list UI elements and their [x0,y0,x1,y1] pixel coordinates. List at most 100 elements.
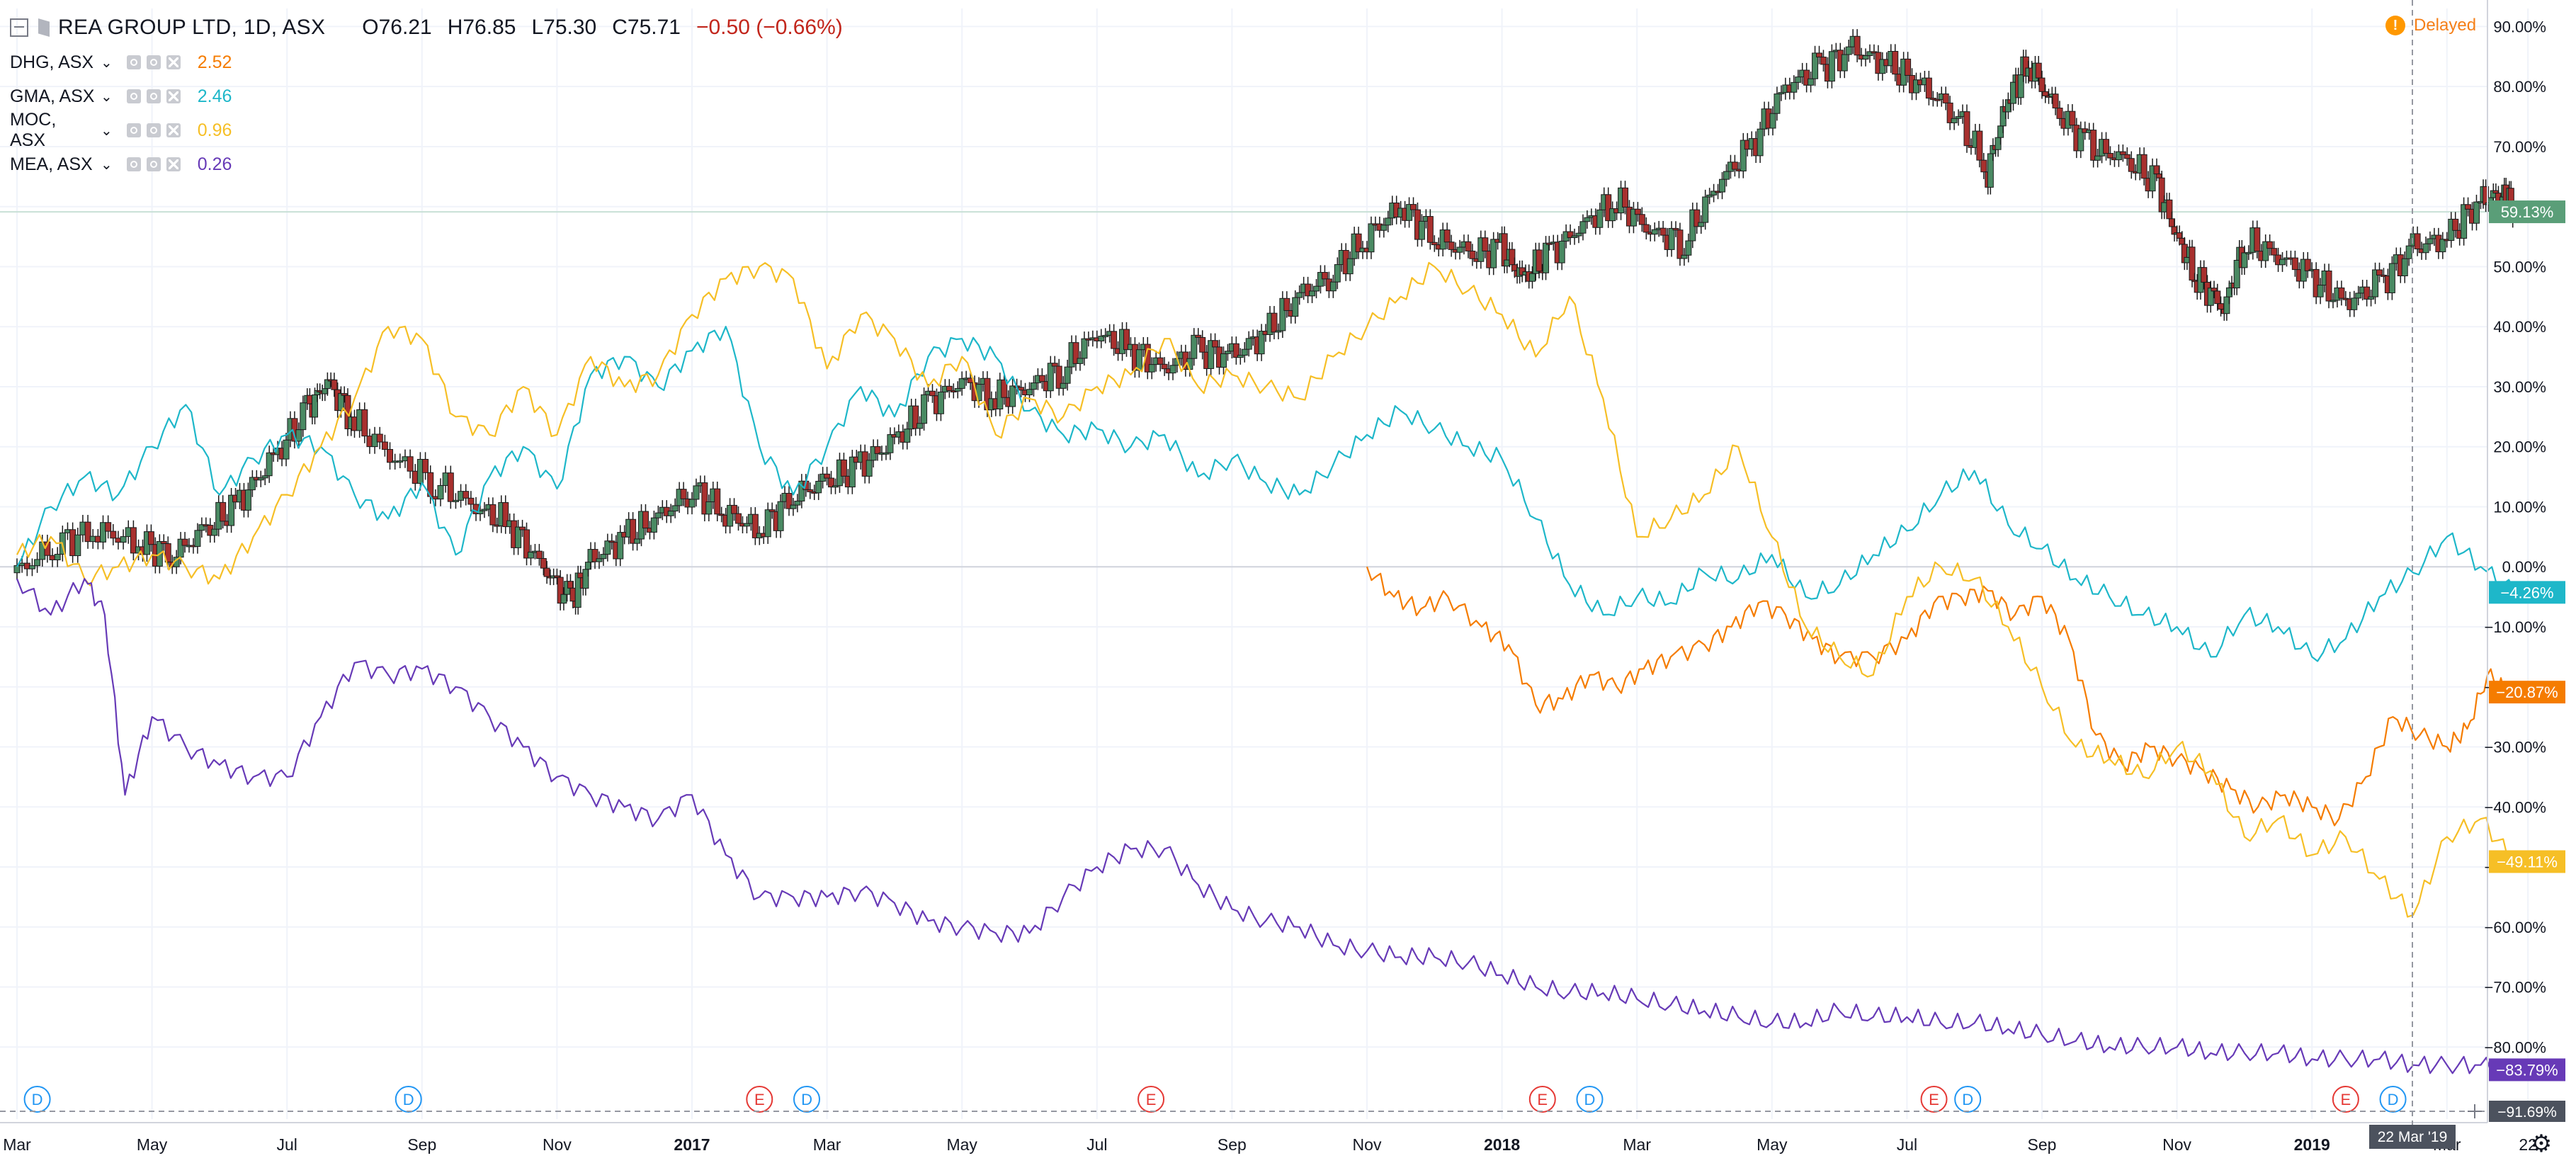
chevron-down-icon[interactable]: ⌄ [101,89,113,105]
tag-text: −4.26% [2500,584,2553,601]
candle-body [1418,220,1425,240]
candle-body [447,472,454,502]
candle-body [1047,363,1054,392]
candle-body [701,482,708,515]
candle-body [1951,118,1958,123]
close-icon[interactable] [166,157,181,171]
legend-row-1[interactable]: GMA, ASX ⌄ 2.46 [10,79,843,113]
event-letter: E [1146,1091,1157,1108]
legend-row-3[interactable]: MEA, ASX ⌄ 0.26 [10,147,843,181]
close-icon[interactable] [166,55,181,69]
chevron-down-icon[interactable]: ⌄ [101,157,113,173]
gear-icon[interactable] [146,123,161,137]
candle-body [1575,232,1582,237]
candle-body [228,494,235,526]
chevron-down-icon[interactable]: ⌄ [101,123,113,139]
close-icon[interactable] [166,123,181,137]
time-axis[interactable]: Mar May Jul Sep Nov 2017 Mar May Jul Sep Nov 2018 Ma… [0,1122,2537,1154]
earnings-marker: E [746,1086,773,1113]
chevron-down-icon[interactable]: ⌄ [101,55,113,71]
y-tick-label: −40.00% [2485,798,2546,816]
tag-bg [2489,581,2565,604]
x-tick-label: 2018 [1484,1135,1520,1154]
candle-body [1905,58,1912,76]
y-tick-label: 80.00% [2493,78,2546,96]
candle-body [100,522,107,543]
event-letter: D [403,1091,414,1108]
candle-body [2128,158,2135,172]
candle-body [1081,338,1088,359]
legend-row-0[interactable]: DHG, ASX ⌄ 2.52 [10,45,843,79]
candle-body [2414,233,2421,250]
candle-body [604,540,611,555]
candle-body [2166,199,2173,220]
candle-body [1987,153,1994,188]
candle-body [463,491,470,499]
legend-symbol: DHG, ASX [10,52,94,72]
candle-body [1866,51,1873,57]
candle-body [1279,297,1286,331]
candle-body [181,538,188,546]
eye-icon[interactable] [126,123,141,137]
candle-body [397,460,404,463]
legend-main-row: REA GROUP LTD, 1D, ASX O76.21 H76.85 L75… [10,10,843,45]
candle-body [1698,222,1705,227]
candle-body [1169,365,1176,374]
eye-icon[interactable] [126,55,141,69]
y-tick-label: 50.00% [2493,258,2546,276]
candle-body [2452,218,2459,231]
ohlc-values: O76.21 H76.85 L75.30 C75.71 −0.50 (−0.66… [362,16,843,40]
eye-icon[interactable] [126,157,141,171]
eye-icon[interactable] [126,89,141,103]
candle-body [1942,93,1949,103]
gear-icon[interactable] [146,157,161,171]
candle-body [1710,191,1718,195]
exclamation-icon: ! [2385,16,2405,35]
candle-body [2317,285,2324,297]
delayed-badge[interactable]: ! Delayed [2385,16,2476,35]
candle-body [467,497,475,505]
candle-body [921,394,928,424]
price-axis[interactable]: 90.00%80.00%70.00%60.00%50.00%40.00%30.0… [2485,0,2565,1123]
candle-body [2388,263,2395,293]
flag-icon[interactable] [38,18,50,37]
candle-body [1195,334,1202,338]
candle-body [2094,155,2101,161]
candle-body [600,554,607,560]
x-tick-label: Nov [543,1135,572,1154]
candle-body [1296,292,1303,298]
gear-icon[interactable] [146,89,161,103]
candle-body [2465,204,2472,210]
candle-body [249,477,256,491]
candle-body [1313,285,1320,292]
candle-body [743,523,750,527]
candle-body [2123,154,2130,159]
tag-text: −49.11% [2497,853,2558,870]
candle-body [2304,259,2311,271]
legend-row-2[interactable]: MOC, ASX ⌄ 0.96 [10,110,843,150]
candle-body [1220,353,1227,368]
crosshair-date-label: 22 Mar '19 [2369,1125,2456,1149]
dividend-marker: D [2379,1086,2407,1113]
candle-body [667,511,674,516]
gear-icon[interactable]: ⚙ [2530,1130,2553,1157]
candle-body [1596,209,1604,228]
close-icon[interactable] [166,89,181,103]
candle-body [361,409,368,437]
candle-body [2225,287,2232,297]
candle-body [452,499,459,502]
minus-square-icon[interactable] [10,18,28,37]
candle-body [2156,174,2163,178]
event-letter: D [1584,1091,1596,1108]
candle-body [608,540,615,543]
candle-body [2223,296,2230,314]
candle-body [630,518,637,544]
crosshair-price-label: −91.69% [2489,1101,2565,1122]
grid-lines [0,8,2529,1119]
candle-body [2042,91,2049,96]
candle-body [1976,130,1983,161]
x-tick-label: May [946,1135,977,1154]
gear-icon[interactable] [146,55,161,69]
